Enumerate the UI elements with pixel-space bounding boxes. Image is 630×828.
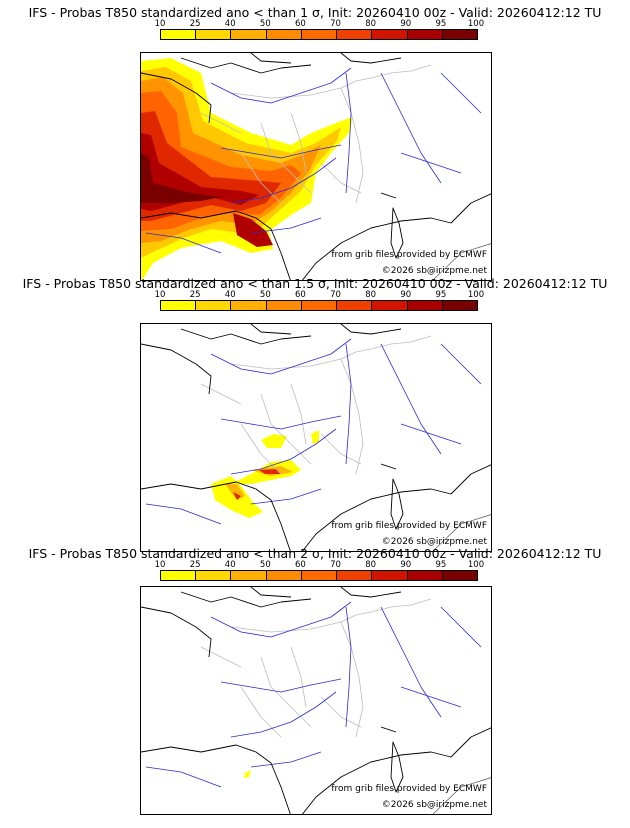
map-svg: [141, 324, 491, 551]
colorbar-tick-label: 95: [435, 560, 447, 570]
panel-title: IFS - Probas T850 standardized ano < tha…: [22, 276, 608, 291]
colorbar-tick-label: 80: [365, 19, 377, 29]
colorbar-tick-label: 80: [365, 560, 377, 570]
map-frame: from grib files provided by ECMWF ©2026 …: [140, 323, 492, 552]
colorbar-tick-label: 100: [467, 19, 485, 29]
forecast-panel-2sigma: IFS - Probas T850 standardized ano < tha…: [0, 546, 630, 822]
colorbar-segment: [266, 571, 302, 580]
colorbar-segment: [337, 30, 373, 39]
colorbar-segment: [196, 571, 232, 580]
colorbar-tick-label: 60: [295, 19, 306, 29]
colorbar-segment: [301, 571, 338, 580]
colorbar-segment: [407, 30, 443, 39]
colorbar-segment: [372, 30, 408, 39]
colorbar-tick-label: 100: [467, 560, 485, 570]
colorbar-tick-label: 25: [189, 19, 201, 29]
map-lines: [141, 587, 491, 814]
colorbar-segment: [407, 571, 443, 580]
colorbar-tick-label: 60: [295, 290, 306, 300]
credit-copyright: ©2026 sb@irizpme.net: [381, 800, 487, 810]
colorbar: [160, 29, 478, 40]
colorbar-segment: [266, 301, 302, 310]
panel-title: IFS - Probas T850 standardized ano < tha…: [28, 546, 602, 561]
colorbar-tick-label: 70: [330, 19, 341, 29]
map-frame: from grib files provided by ECMWF ©2026 …: [140, 586, 492, 815]
colorbar-tick-label: 10: [154, 290, 166, 300]
colorbar-tick-label: 70: [330, 560, 341, 570]
colorbar-tick-label: 40: [224, 560, 236, 570]
probability-field: [244, 770, 251, 778]
colorbar-segment: [337, 301, 373, 310]
colorbar-ticks: 10 25 40 50 60 70 80 90 95 100: [155, 560, 485, 570]
colorbar-tick-label: 50: [259, 560, 271, 570]
forecast-panel-1-5sigma: IFS - Probas T850 standardized ano < tha…: [0, 276, 630, 552]
map-lines: [141, 324, 491, 551]
colorbar-segment: [372, 301, 408, 310]
colorbar-tick-label: 25: [189, 290, 201, 300]
colorbar-segment: [196, 30, 232, 39]
colorbar-tick-label: 100: [467, 290, 485, 300]
colorbar-ticks: 10 25 40 50 60 70 80 90 95 100: [155, 290, 485, 300]
colorbar-segment: [231, 301, 267, 310]
colorbar-segment: [196, 301, 232, 310]
colorbar-segment: [442, 301, 477, 310]
colorbar: [160, 570, 478, 581]
colorbar-tick-label: 70: [330, 290, 341, 300]
map-lines: [141, 53, 491, 280]
panel-title: IFS - Probas T850 standardized ano < tha…: [28, 5, 602, 20]
colorbar-ticks: 10 25 40 50 60 70 80 90 95 100: [155, 19, 485, 29]
colorbar-tick-label: 90: [400, 19, 412, 29]
colorbar-tick-label: 25: [189, 560, 201, 570]
colorbar-tick-label: 10: [154, 19, 166, 29]
colorbar-tick-label: 95: [435, 290, 447, 300]
colorbar-tick-label: 90: [400, 560, 412, 570]
colorbar: [160, 300, 478, 311]
colorbar-segment: [231, 571, 267, 580]
colorbar-segment: [161, 571, 197, 580]
colorbar-tick-label: 80: [365, 290, 377, 300]
colorbar-segment: [337, 571, 373, 580]
credit-copyright: ©2026 sb@irizpme.net: [381, 537, 487, 547]
credit-source: from grib files provided by ECMWF: [331, 250, 487, 260]
probability-field: [211, 430, 319, 518]
colorbar-segment: [161, 30, 197, 39]
forecast-panel-1sigma: IFS - Probas T850 standardized ano < tha…: [0, 5, 630, 281]
colorbar-segment: [372, 571, 408, 580]
colorbar-tick-label: 90: [400, 290, 412, 300]
map-svg: [141, 587, 491, 814]
colorbar-tick-label: 40: [224, 290, 236, 300]
colorbar-segment: [266, 30, 302, 39]
colorbar-tick-label: 10: [154, 560, 166, 570]
map-frame: from grib files provided by ECMWF ©2026 …: [140, 52, 492, 281]
colorbar-tick-label: 40: [224, 19, 236, 29]
colorbar-segment: [442, 30, 477, 39]
colorbar-segment: [231, 30, 267, 39]
colorbar-segment: [301, 30, 338, 39]
colorbar-segment: [442, 571, 477, 580]
credit-source: from grib files provided by ECMWF: [331, 784, 487, 794]
map-svg: [141, 53, 491, 280]
colorbar-segment: [161, 301, 197, 310]
colorbar-tick-label: 95: [435, 19, 447, 29]
colorbar-tick-label: 50: [259, 290, 271, 300]
credit-copyright: ©2026 sb@irizpme.net: [381, 266, 487, 276]
probability-field: [141, 58, 353, 280]
colorbar-tick-label: 60: [295, 560, 306, 570]
credit-source: from grib files provided by ECMWF: [331, 521, 487, 531]
colorbar-segment: [407, 301, 443, 310]
colorbar-tick-label: 50: [259, 19, 271, 29]
colorbar-segment: [301, 301, 338, 310]
